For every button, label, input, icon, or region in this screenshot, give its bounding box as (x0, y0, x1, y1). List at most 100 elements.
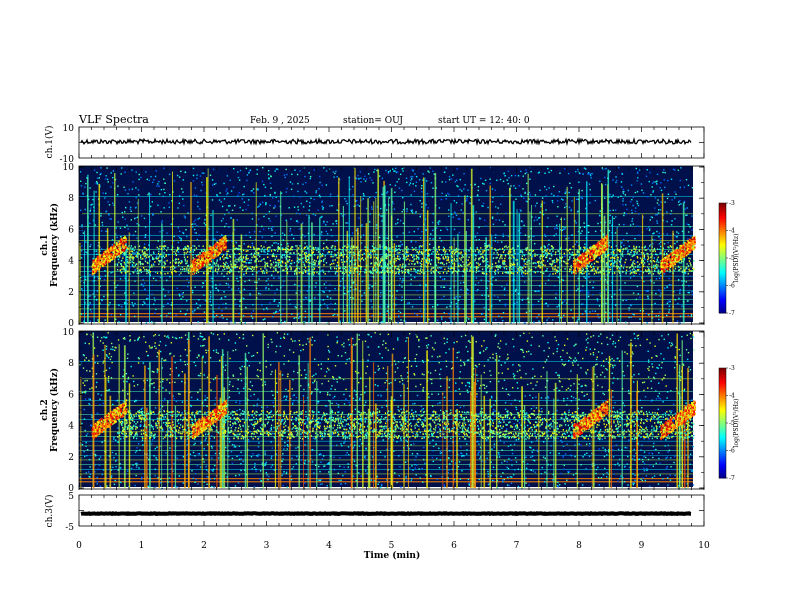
spectrum-cell (588, 183, 591, 185)
hiss-cell (334, 245, 336, 248)
hiss-cell (434, 249, 436, 252)
hiss-cell (388, 249, 390, 251)
spectrum-cell (386, 249, 389, 251)
hiss-cell (468, 256, 470, 259)
spectrum-cell (657, 212, 660, 214)
spectrum-cell (473, 300, 475, 303)
hiss-cell (329, 266, 332, 269)
hiss-cell (499, 257, 501, 260)
spectrum-cell (615, 181, 617, 184)
spectrum-cell (477, 186, 480, 188)
hiss-cell (509, 256, 511, 259)
spectrum-cell (522, 271, 524, 273)
spectrum-cell (544, 235, 547, 238)
spectrum-cell (334, 287, 336, 290)
spectrum-cell (299, 170, 301, 172)
hiss-cell (427, 252, 429, 255)
hiss-cell (349, 269, 352, 272)
spectrum-cell (273, 207, 275, 209)
spectrum-cell (510, 174, 513, 177)
hiss-cell (307, 247, 309, 249)
spectrum-cell (500, 241, 503, 243)
hiss-cell (171, 265, 173, 268)
hiss-cell (631, 264, 633, 267)
hiss-cell (345, 271, 347, 274)
hiss-cell (361, 253, 364, 256)
hiss-cell (399, 264, 401, 266)
spectrum-cell (236, 219, 238, 221)
hiss-cell (424, 250, 426, 253)
hiss-cell (636, 256, 638, 258)
spectrum-cell (295, 316, 297, 319)
spectrum-cell (197, 201, 199, 203)
spectrum-cell (110, 218, 112, 220)
spectrum-cell (105, 210, 107, 213)
hiss-cell (443, 247, 446, 250)
hiss-cell (372, 269, 374, 271)
spectrum-cell (613, 293, 616, 295)
hiss-cell (257, 254, 259, 257)
hiss-cell (593, 256, 595, 259)
hiss-cell (239, 245, 241, 247)
hiss-cell (131, 261, 133, 263)
hiss-cell (172, 259, 174, 262)
spectrum-cell (154, 175, 157, 178)
hiss-cell (215, 262, 218, 264)
hiss-cell (323, 264, 325, 266)
hiss-cell (635, 246, 637, 249)
hiss-cell (551, 263, 553, 266)
spectrum-cell (625, 213, 628, 215)
hiss-cell (308, 256, 310, 258)
hiss-cell (247, 268, 249, 270)
spectrum-cell (376, 224, 378, 226)
hiss-cell (625, 269, 628, 272)
ch1-waveform-line (80, 136, 692, 147)
hiss-cell (255, 265, 257, 268)
spectrum-cell (154, 322, 156, 324)
hiss-cell (599, 270, 601, 273)
spectrum-cell (127, 193, 129, 195)
hiss-cell (278, 266, 280, 268)
hiss-cell (505, 245, 507, 247)
hiss-cell (502, 263, 504, 266)
spectrum-cell (248, 279, 251, 281)
spectrum-cell (147, 297, 149, 300)
spectrum-cell (301, 234, 304, 236)
hiss-cell (229, 256, 232, 258)
hiss-cell (376, 257, 379, 260)
hiss-cell (365, 271, 367, 274)
hiss-cell (261, 247, 263, 250)
hiss-cell (299, 258, 301, 261)
spectrum-cell (234, 321, 236, 324)
spectrum-cell (238, 192, 240, 194)
hiss-cell (409, 259, 411, 262)
spectrum-cell (505, 212, 507, 215)
spectrum-cell (106, 178, 109, 181)
hiss-cell (193, 272, 195, 275)
spectrum-cell (198, 234, 200, 236)
hiss-cell (408, 272, 410, 275)
spectrum-cell (555, 292, 557, 295)
hiss-cell (435, 264, 438, 267)
spectrum-cell (164, 260, 167, 262)
hiss-cell (415, 249, 417, 251)
spectrum-cell (596, 300, 599, 302)
spectrum-cell (265, 202, 267, 204)
hiss-cell (197, 254, 199, 256)
hiss-cell (203, 272, 205, 275)
spectrum-cell (266, 308, 269, 311)
hiss-cell (579, 247, 582, 249)
hiss-cell (259, 255, 261, 258)
spectrum-cell (397, 321, 399, 324)
spectrum-cell (630, 316, 632, 318)
spectrum-cell (399, 244, 401, 247)
hiss-cell (494, 269, 497, 272)
hiss-cell (442, 256, 444, 258)
hiss-cell (227, 270, 229, 273)
spectrum-cell (652, 232, 654, 235)
spectrum-cell (388, 294, 391, 297)
spectrum-cell (128, 188, 131, 191)
spectrum-cell (90, 207, 92, 209)
spectrum-cell (115, 227, 117, 229)
hiss-cell (141, 263, 144, 265)
